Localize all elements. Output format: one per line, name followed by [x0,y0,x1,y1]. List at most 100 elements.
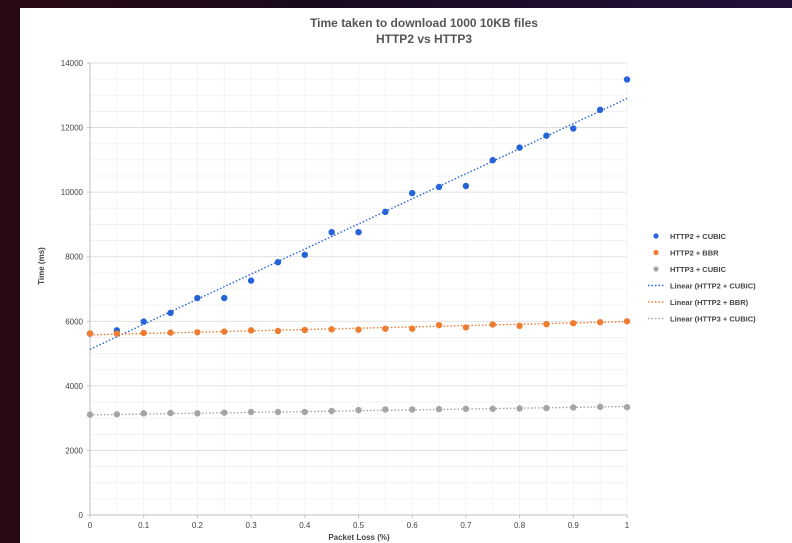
legend-label: HTTP2 + BBR [670,248,719,257]
y-tick-label: 14000 [61,59,84,68]
data-point [489,156,496,164]
x-tick-label: 0.3 [246,521,258,530]
data-point [194,329,201,336]
x-tick-label: 0.1 [138,521,150,530]
data-point [516,322,523,330]
data-point [247,277,255,284]
x-tick-label: 0.9 [568,521,580,530]
data-point [596,403,604,411]
data-point [113,330,121,337]
data-point [86,411,94,418]
y-tick-label: 0 [79,511,84,520]
x-tick-label: 0.4 [299,521,311,530]
y-tick-label: 6000 [65,317,83,326]
data-points [86,76,631,418]
data-point [167,309,174,317]
x-tick-label: 0.5 [353,521,365,530]
y-tick-label: 12000 [61,124,84,133]
legend-label: HTTP3 + CUBIC [670,265,727,274]
data-point [435,183,443,191]
data-point [328,326,335,333]
data-point [194,294,201,302]
data-point [221,328,228,335]
data-point [543,404,550,412]
data-point [516,144,523,151]
trendline [89,97,628,351]
data-point [623,403,631,411]
data-point [86,330,94,337]
data-point [462,405,470,412]
data-point [355,406,362,414]
y-axis-title: Time (ms) [37,247,46,285]
data-point [382,406,389,413]
data-point [489,405,496,412]
x-tick-label: 0.7 [460,521,472,530]
data-point [247,408,255,416]
x-tick-label: 0.8 [514,521,526,530]
legend-marker [653,249,659,256]
trendlines [89,97,628,416]
data-point [570,404,577,411]
data-point [328,228,335,236]
data-point [543,132,550,139]
data-point [409,406,416,413]
data-point [435,405,443,413]
y-tick-label: 4000 [65,382,83,391]
data-point [140,329,147,337]
data-point [570,125,577,132]
gridlines [90,62,628,516]
chart-frame: Time taken to download 1000 10KB files H… [20,8,792,543]
legend: HTTP2 + CUBIC HTTP2 + BBR HTTP3 + CUBIC Lin… [648,232,756,323]
data-point [221,409,228,416]
data-point [596,106,604,114]
data-point [167,329,174,336]
data-point [543,320,550,328]
x-tick-label: 1 [625,521,630,530]
chart-subtitle: HTTP2 vs HTTP3 [376,32,472,46]
x-tick-label: 0 [88,521,93,530]
data-point [516,405,523,412]
data-point [140,318,147,325]
data-point [382,325,389,332]
data-point [623,318,631,325]
chart-svg: Time taken to download 1000 10KB files H… [37,16,756,542]
legend-label: HTTP2 + CUBIC [670,232,727,241]
data-point [435,321,443,329]
x-tick-label: 0.6 [407,521,419,530]
legend-label: Linear (HTTP2 + BBR) [670,298,749,307]
data-point [274,259,282,266]
data-point [274,327,282,335]
data-point [167,409,174,417]
data-point [462,324,470,331]
axes: 0 2000 4000 6000 8000 10000 12000 14000 0 0.1 0.2 0… [61,59,630,530]
data-point [382,208,389,216]
data-point [247,327,255,334]
y-tick-label: 8000 [65,253,83,262]
legend-marker [653,266,659,272]
legend-marker [653,233,659,239]
y-tick-label: 10000 [61,188,84,197]
data-point [570,320,577,327]
x-tick-label: 0.2 [192,521,204,530]
data-point [194,410,201,417]
data-point [274,408,282,416]
chart-title: Time taken to download 1000 10KB files [310,16,538,30]
data-point [409,325,416,332]
data-point [328,407,335,415]
data-point [355,228,362,236]
data-point [462,182,470,190]
data-point [355,326,362,333]
data-point [113,411,121,418]
data-point [301,408,308,416]
y-tick-label: 2000 [65,446,83,455]
data-point [140,410,147,417]
data-point [409,189,416,197]
data-point [221,294,228,302]
data-point [623,76,631,83]
legend-label: Linear (HTTP3 + CUBIC) [670,314,756,323]
x-axis-title: Packet Loss (%) [328,533,390,542]
data-point [301,251,308,258]
legend-label: Linear (HTTP2 + CUBIC) [670,281,756,290]
data-point [489,321,496,328]
data-point [301,326,308,334]
